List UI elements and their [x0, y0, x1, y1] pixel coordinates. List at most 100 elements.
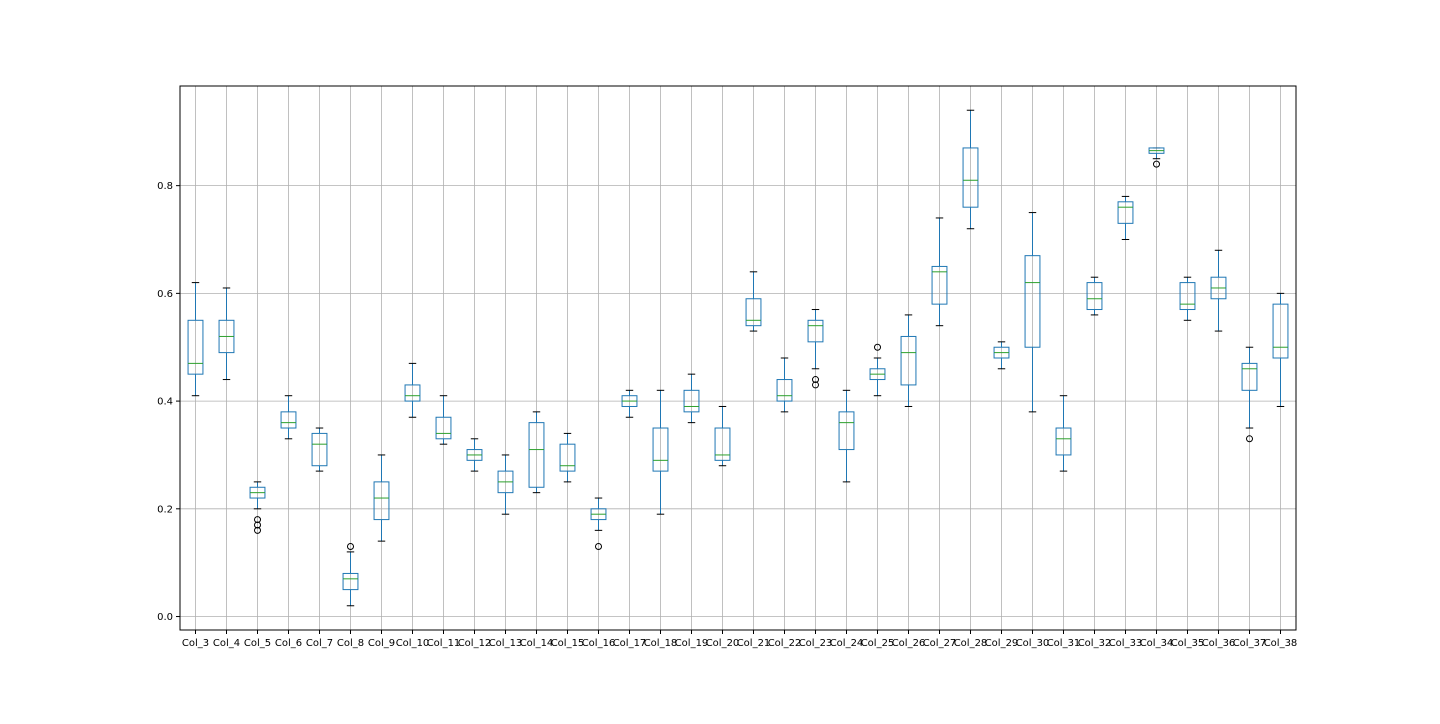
x-tick-label: Col_37: [1233, 638, 1267, 649]
box-layer: [187, 109, 1289, 607]
iqr-box: [404, 384, 421, 402]
box-col-34: [1148, 147, 1165, 168]
x-tick-label: Col_3: [182, 638, 209, 649]
outlier-point: [874, 343, 881, 351]
iqr-box: [435, 416, 452, 440]
box-col-20: [714, 405, 731, 467]
iqr-box: [1055, 427, 1072, 456]
x-tick-label: Col_22: [768, 638, 802, 649]
iqr-box: [962, 147, 979, 208]
y-tick-label: 0.0: [157, 612, 173, 623]
x-tick-label: Col_16: [582, 638, 616, 649]
iqr-box: [528, 422, 545, 488]
x-tick-label: Col_17: [613, 638, 647, 649]
iqr-box: [342, 572, 359, 591]
box-col-21: [745, 271, 762, 332]
box-col-33: [1117, 195, 1134, 241]
x-tick-label: Col_26: [892, 638, 926, 649]
iqr-box: [559, 443, 576, 472]
iqr-box: [1117, 201, 1134, 224]
y-tick-label: 0.2: [157, 504, 173, 515]
box-col-11: [435, 395, 452, 445]
x-tick-label: Col_28: [954, 638, 988, 649]
box-col-5: [249, 481, 266, 534]
outlier-point: [595, 543, 602, 551]
iqr-box: [931, 265, 948, 305]
box-col-31: [1055, 395, 1072, 472]
x-tick-label: Col_30: [1016, 638, 1050, 649]
iqr-box: [280, 411, 297, 429]
x-tick-label: Col_35: [1171, 638, 1205, 649]
x-tick-label: Col_9: [368, 638, 395, 649]
x-tick-label: Col_12: [458, 638, 492, 649]
outlier-point: [1246, 435, 1253, 443]
iqr-box: [807, 319, 824, 343]
box-col-10: [404, 362, 421, 418]
iqr-box: [373, 481, 390, 521]
tick-layer: 0.0 0.2 0.4 0.6 0.8 Col_3 Col_4 Col_5 Col_6 Col_7…: [157, 181, 1297, 649]
x-tick-label: Col_21: [737, 638, 771, 649]
box-col-6: [280, 395, 297, 440]
outlier-point: [812, 376, 819, 384]
x-tick-label: Col_36: [1202, 638, 1236, 649]
box-col-13: [497, 454, 514, 515]
iqr-box: [683, 389, 700, 413]
iqr-box: [1179, 282, 1196, 311]
box-col-7: [311, 427, 328, 472]
outlier-point: [812, 381, 819, 389]
x-tick-label: Col_23: [799, 638, 833, 649]
y-tick-label: 0.8: [157, 181, 173, 192]
x-tick-label: Col_18: [644, 638, 678, 649]
box-col-28: [962, 109, 979, 230]
box-col-25: [869, 343, 886, 397]
y-tick-label: 0.6: [157, 289, 173, 300]
box-col-37: [1241, 346, 1258, 443]
x-tick-label: Col_14: [520, 638, 554, 649]
x-tick-label: Col_33: [1109, 638, 1143, 649]
iqr-box: [745, 298, 762, 327]
box-col-16: [590, 497, 607, 551]
box-col-23: [807, 309, 824, 389]
box-col-14: [528, 411, 545, 494]
x-tick-label: Col_31: [1047, 638, 1081, 649]
box-col-22: [776, 357, 793, 413]
iqr-box: [311, 432, 328, 467]
x-tick-label: Col_10: [396, 638, 430, 649]
iqr-box: [1241, 362, 1258, 391]
iqr-box: [1272, 303, 1289, 359]
x-tick-label: Col_29: [985, 638, 1019, 649]
x-tick-label: Col_8: [337, 638, 364, 649]
box-col-32: [1086, 276, 1103, 316]
outlier-point: [347, 543, 354, 551]
outlier-point: [254, 526, 261, 534]
x-tick-label: Col_25: [861, 638, 895, 649]
box-col-15: [559, 432, 576, 483]
grid-layer: [180, 86, 1296, 630]
iqr-box: [652, 427, 669, 472]
box-col-26: [900, 314, 917, 407]
x-tick-label: Col_11: [427, 638, 461, 649]
outlier-point: [1153, 160, 1160, 168]
box-col-38: [1272, 292, 1289, 407]
box-col-24: [838, 389, 855, 483]
x-tick-label: Col_27: [923, 638, 957, 649]
iqr-box: [838, 411, 855, 451]
box-col-4: [218, 287, 235, 381]
iqr-box: [776, 379, 793, 402]
x-tick-label: Col_32: [1078, 638, 1112, 649]
x-tick-label: Col_19: [675, 638, 709, 649]
box-col-19: [683, 373, 700, 424]
outlier-point: [254, 521, 261, 529]
box-col-3: [187, 282, 204, 397]
box-col-35: [1179, 276, 1196, 321]
x-tick-label: Col_24: [830, 638, 864, 649]
box-col-36: [1210, 249, 1227, 332]
box-col-17: [621, 389, 638, 418]
x-tick-label: Col_4: [213, 638, 240, 649]
iqr-box: [1086, 282, 1103, 311]
x-tick-label: Col_13: [489, 638, 523, 649]
x-tick-label: Col_38: [1264, 638, 1298, 649]
iqr-box: [1024, 255, 1041, 348]
